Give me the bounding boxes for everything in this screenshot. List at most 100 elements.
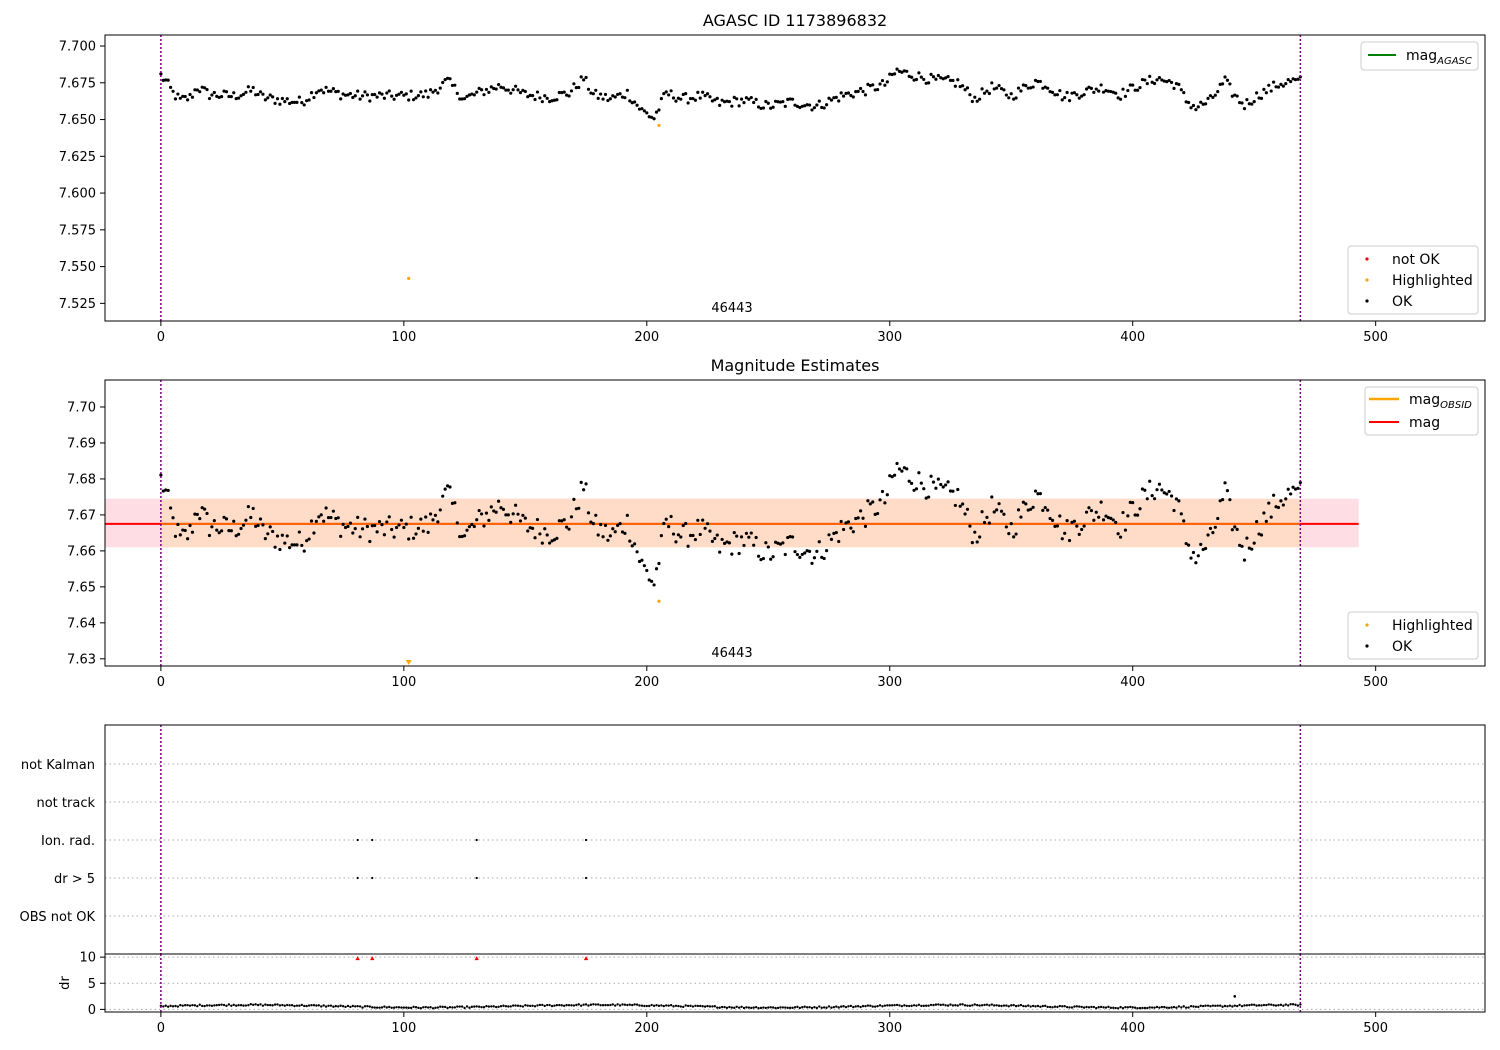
ok-point [905, 467, 909, 471]
ok-point [1148, 74, 1152, 78]
ok-point [674, 99, 678, 103]
ok-point [749, 95, 753, 100]
ok-point [980, 87, 984, 91]
ok-point [664, 90, 668, 94]
dr-point [917, 1003, 921, 1006]
ok-point [373, 92, 377, 97]
ok-point [637, 107, 642, 111]
ok-point [159, 72, 163, 76]
ok-point [518, 519, 523, 523]
dr-point [864, 1004, 867, 1008]
ok-point [552, 538, 557, 542]
ok-point [261, 92, 265, 96]
ok-point [494, 87, 498, 91]
ok-point [203, 507, 207, 511]
ok-point [630, 544, 634, 548]
legend2-highlighted-marker [1365, 623, 1369, 627]
ok-point [912, 78, 916, 82]
ok-point [1055, 93, 1059, 97]
dr-point [1279, 1003, 1283, 1007]
ok-point [300, 101, 304, 105]
ok-point [433, 513, 438, 517]
x-tick-label: 100 [391, 330, 416, 345]
ok-point [754, 535, 758, 540]
ok-point [275, 534, 280, 538]
ok-point [392, 535, 396, 539]
dr-point [497, 1005, 500, 1009]
ok-point [742, 543, 746, 548]
dr-point [788, 1006, 792, 1010]
ok-point [1021, 83, 1025, 87]
ok-point [1131, 501, 1135, 505]
ok-point [645, 568, 649, 573]
dr-point [638, 1004, 641, 1007]
ok-point [387, 515, 391, 519]
dr-point [716, 1006, 719, 1009]
y-tick-label: 7.66 [67, 544, 96, 559]
dr-point [1063, 1004, 1066, 1008]
ok-point [1199, 542, 1203, 546]
ok-point [237, 532, 241, 536]
ok-point [1126, 514, 1130, 518]
legend-mag-label: mag [1409, 415, 1440, 431]
ok-point [1247, 546, 1251, 550]
ok-point [992, 87, 996, 91]
ok-point [951, 78, 955, 83]
ok-point [258, 90, 263, 94]
ok-point [958, 84, 962, 89]
dr-point [589, 1003, 593, 1006]
ok-point [200, 506, 204, 510]
ok-point [866, 499, 870, 503]
ok-point [1272, 493, 1276, 497]
ok-point [795, 552, 800, 557]
ok-point [1274, 85, 1278, 89]
ok-point [1165, 79, 1169, 84]
ok-point [781, 99, 785, 104]
ok-point [642, 564, 646, 568]
dr-point [626, 1003, 629, 1007]
ok-point [963, 512, 967, 516]
ok-point [1264, 519, 1268, 523]
dr-ylabel: dr [58, 976, 73, 990]
ok-point [465, 528, 469, 532]
dr-point [271, 1004, 274, 1007]
ok-point [501, 86, 506, 90]
ok-point [168, 85, 173, 89]
ok-point [511, 512, 515, 516]
ok-point [667, 93, 671, 97]
ok-point [927, 81, 931, 85]
ok-point [1097, 515, 1101, 519]
flag-point [371, 876, 374, 880]
ok-point [866, 82, 870, 86]
ok-point [394, 525, 399, 530]
ok-point [897, 69, 902, 73]
ok-point [1036, 79, 1040, 84]
ok-point [334, 516, 338, 521]
dr-point [818, 1005, 821, 1008]
dr-point [1204, 1004, 1207, 1007]
dr-point [1214, 1004, 1217, 1008]
ok-point [939, 76, 943, 80]
ok-point [161, 78, 165, 82]
dr-point [963, 1004, 967, 1007]
ok-point [1012, 535, 1016, 539]
x-tick-label: 200 [634, 330, 659, 345]
agasc-legend-top: magAGASC [1360, 41, 1479, 71]
ok-point [183, 94, 187, 99]
ok-point [820, 555, 824, 559]
dr-point [453, 1006, 457, 1009]
dr-point [511, 1004, 515, 1007]
dr-point [1141, 1006, 1144, 1010]
ok-point [912, 488, 916, 492]
ok-point [1118, 535, 1123, 539]
dr-point [322, 1004, 325, 1007]
dr-point [1031, 1004, 1035, 1008]
ok-point [1048, 90, 1052, 94]
ok-point [516, 512, 520, 516]
ok-point [1216, 516, 1220, 521]
dr-point [767, 1006, 770, 1009]
ok-point [181, 94, 185, 98]
ok-point [572, 497, 576, 502]
ok-point [1077, 532, 1081, 536]
dr-point [1126, 1006, 1130, 1009]
